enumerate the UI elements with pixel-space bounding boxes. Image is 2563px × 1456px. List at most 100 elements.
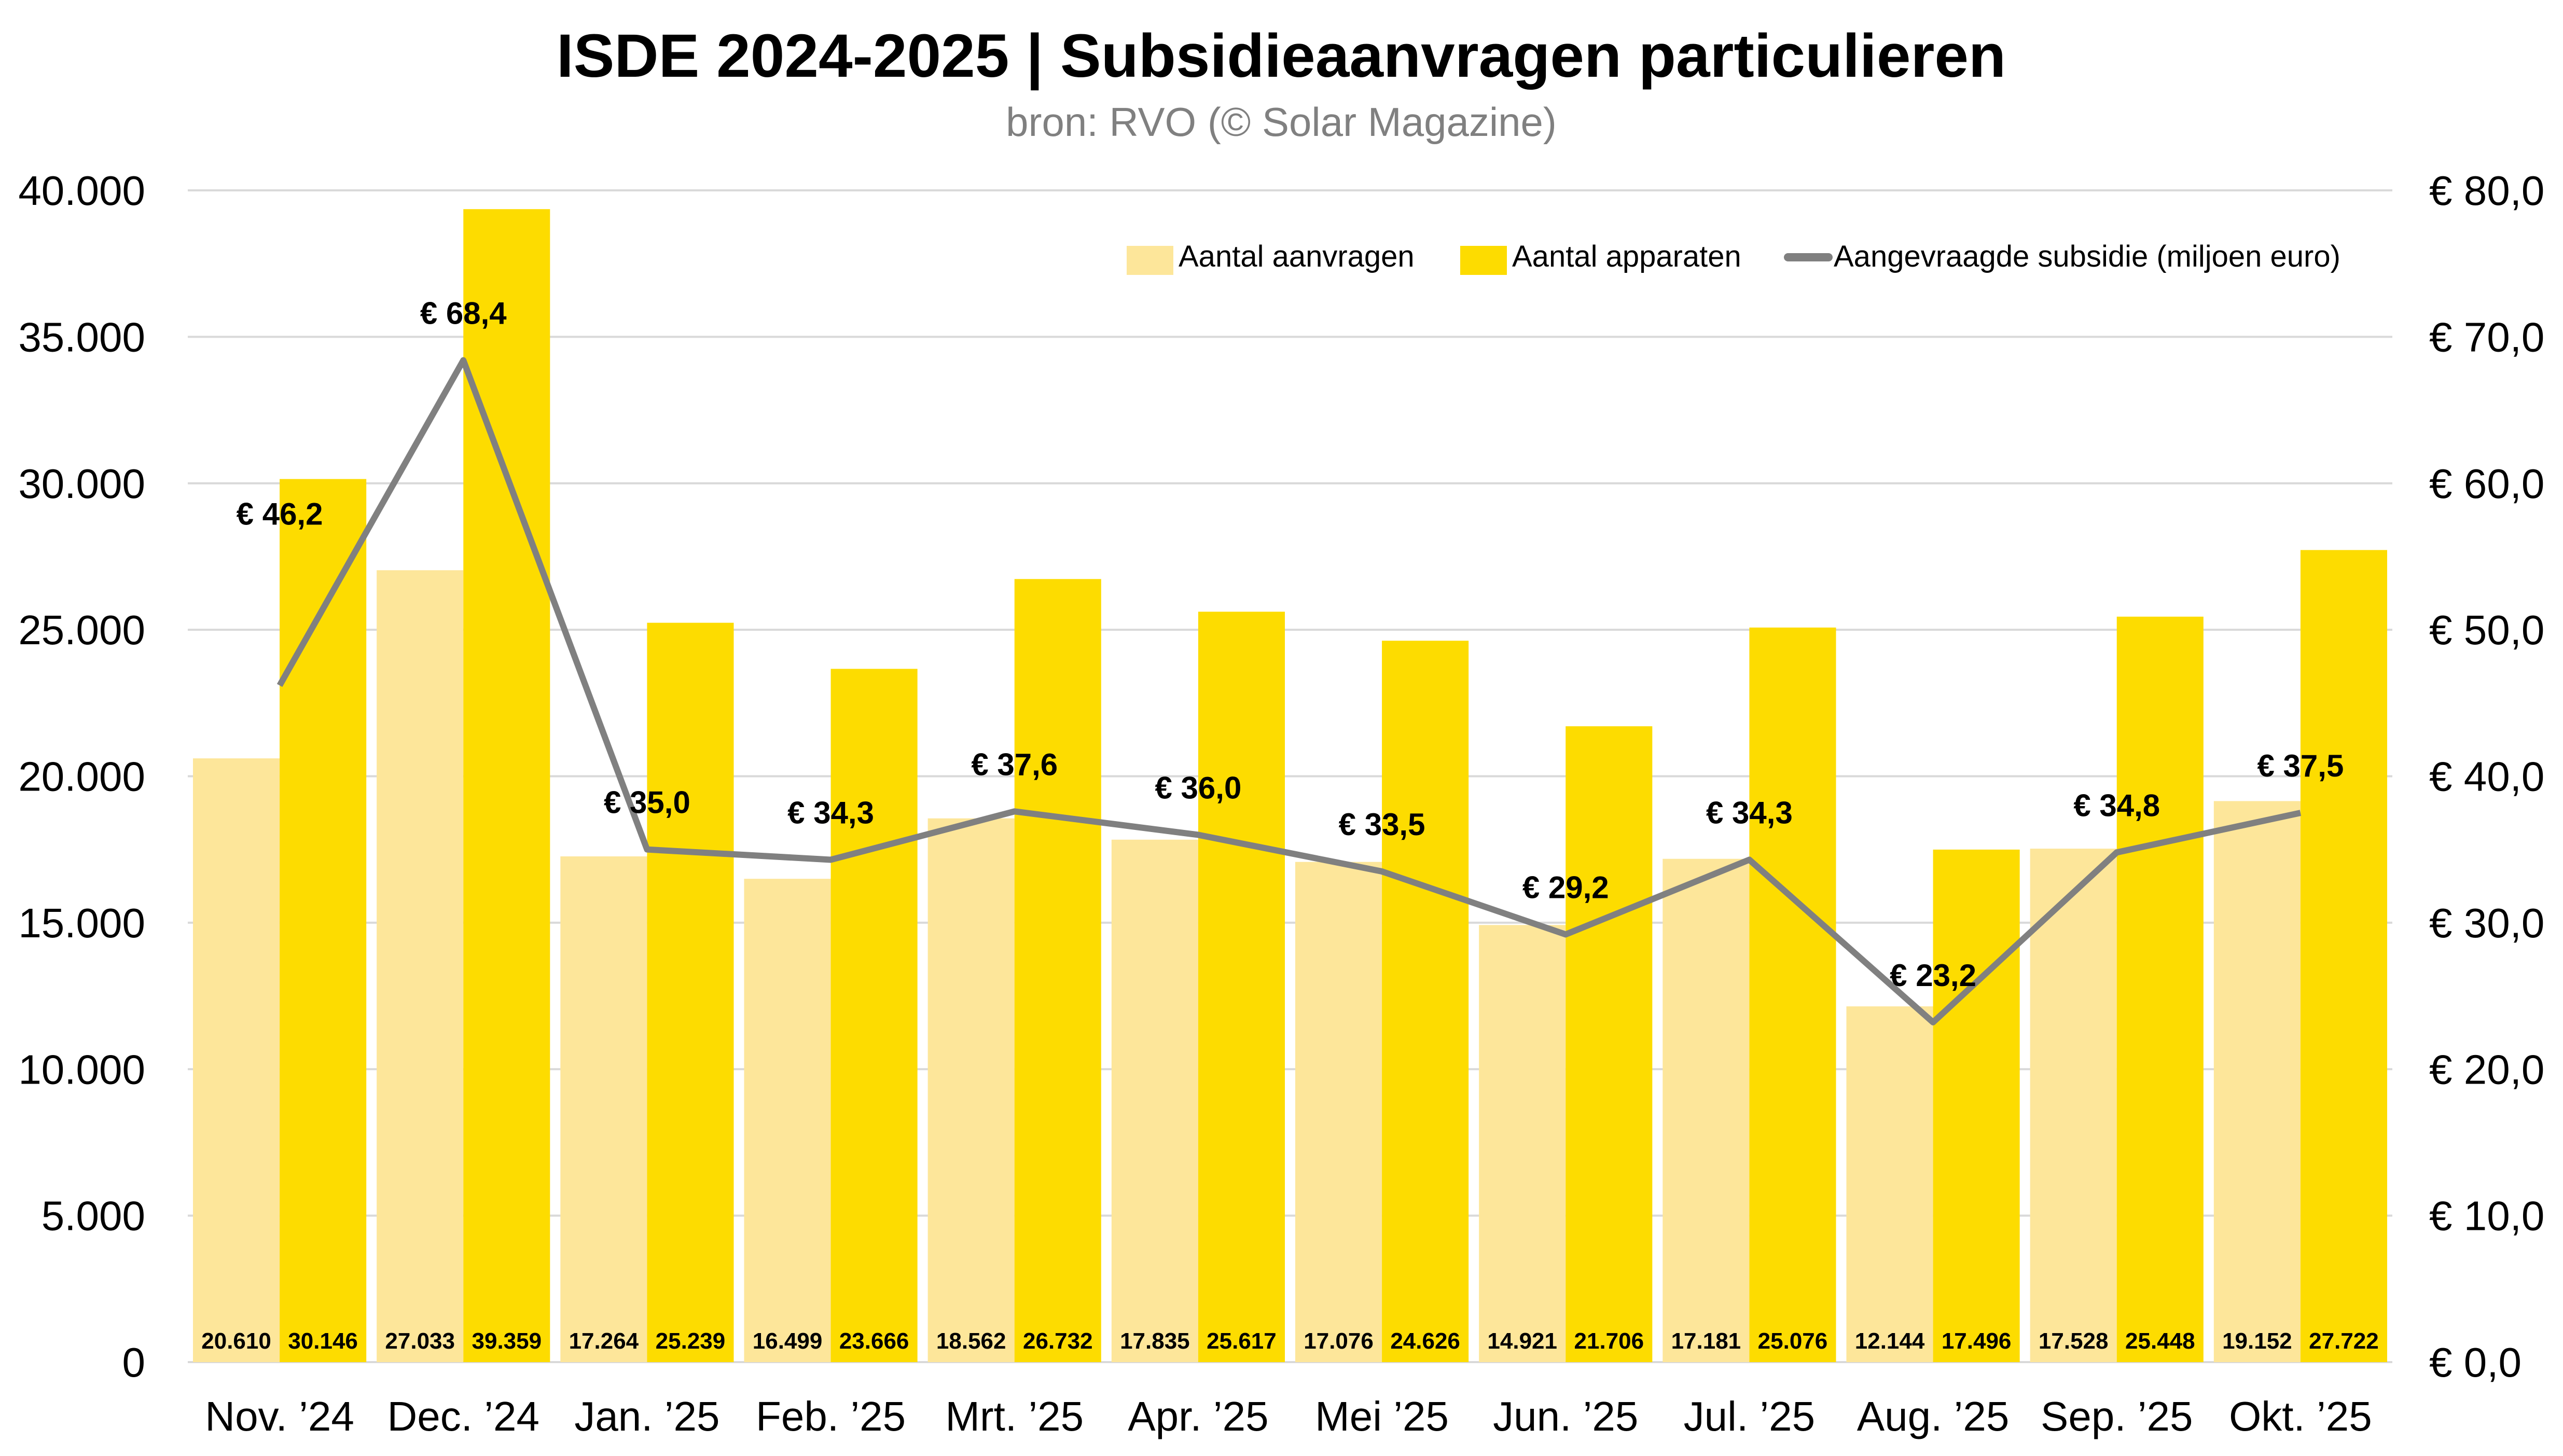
x-tick-label: Nov. ’24 <box>205 1393 354 1439</box>
x-tick-label: Okt. ’25 <box>2229 1393 2372 1439</box>
bar-data-label: 27.722 <box>2309 1328 2379 1354</box>
legend-label-aanvragen: Aantal aanvragen <box>1179 240 1415 273</box>
bar-data-label: 17.181 <box>1671 1328 1741 1354</box>
y-right-tick-label: € 70,0 <box>2429 314 2544 360</box>
x-tick-label: Feb. ’25 <box>756 1393 906 1439</box>
subsidy-data-label: € 23,2 <box>1890 958 1976 993</box>
bar-data-label: 26.732 <box>1023 1328 1093 1354</box>
legend: Aantal aanvragen Aantal apparaten Aangev… <box>1127 240 2340 275</box>
bar-data-label: 25.239 <box>656 1328 726 1354</box>
subsidy-data-label: € 37,5 <box>2257 748 2344 783</box>
x-tick-label: Jan. ’25 <box>574 1393 719 1439</box>
y-right-tick-label: € 80,0 <box>2429 168 2544 214</box>
bar-data-label: 30.146 <box>288 1328 358 1354</box>
bar-aantal-apparaten <box>1014 579 1101 1362</box>
subsidy-line-path <box>276 357 2302 1025</box>
bar-aantal-apparaten <box>830 669 918 1362</box>
bar-aantal-aanvragen <box>1111 839 1198 1362</box>
subsidy-data-label: € 34,3 <box>787 795 874 830</box>
x-tick-label: Aug. ’25 <box>1857 1393 2010 1439</box>
bar-data-label: 17.076 <box>1304 1328 1374 1354</box>
x-axis: Nov. ’24 Dec. ’24 Jan. ’25 Feb. ’25 Mrt. ’25… <box>205 1393 2372 1439</box>
subsidy-data-label: € 33,5 <box>1339 807 1425 842</box>
bar-data-label: 25.617 <box>1207 1328 1277 1354</box>
y-left-tick-label: 25.000 <box>18 607 145 653</box>
bar-aantal-apparaten <box>2300 550 2387 1362</box>
bar-aantal-aanvragen <box>927 818 1015 1362</box>
y-right-tick-label: € 20,0 <box>2429 1046 2544 1092</box>
y-left-tick-label: 35.000 <box>18 314 145 360</box>
bar-data-label: 12.144 <box>1855 1328 1925 1354</box>
y-right-tick-label: € 10,0 <box>2429 1193 2544 1239</box>
x-tick-label: Dec. ’24 <box>387 1393 539 1439</box>
bar-aantal-aanvragen <box>1663 858 1750 1362</box>
bar-aantal-aanvragen <box>1479 925 1566 1362</box>
x-tick-label: Jun. ’25 <box>1493 1393 1638 1439</box>
y-left-tick-label: 0 <box>122 1339 146 1385</box>
y-right-tick-label: € 40,0 <box>2429 754 2544 800</box>
bar-aantal-aanvragen <box>560 856 647 1362</box>
bar-aantal-aanvragen <box>2030 849 2117 1362</box>
bar-data-label: 25.076 <box>1758 1328 1828 1354</box>
bar-aantal-aanvragen <box>2213 801 2301 1362</box>
legend-label-subsidie: Aangevraagde subsidie (miljoen euro) <box>1834 240 2340 273</box>
bar-aantal-apparaten <box>1198 612 1285 1362</box>
subsidy-data-label: € 29,2 <box>1522 870 1609 905</box>
bar-aantal-apparaten <box>1749 627 1836 1362</box>
y-left-tick-label: 10.000 <box>18 1046 145 1092</box>
right-axis: € 0,0 € 10,0 € 20,0 € 30,0 € 40,0 € 50,0 € 60,… <box>2429 168 2544 1385</box>
bar-data-label: 25.448 <box>2125 1328 2195 1354</box>
subsidy-data-label: € 34,8 <box>2073 788 2160 823</box>
bar-aantal-apparaten <box>280 479 367 1362</box>
gridlines <box>188 189 2392 1363</box>
y-right-tick-label: € 0,0 <box>2429 1339 2522 1385</box>
legend-label-apparaten: Aantal apparaten <box>1512 240 1741 273</box>
y-left-tick-label: 15.000 <box>18 900 145 946</box>
subsidy-data-label: € 46,2 <box>237 496 323 531</box>
bar-aantal-aanvragen <box>1846 1006 1933 1362</box>
bar-data-label: 21.706 <box>1574 1328 1644 1354</box>
bar-aantal-apparaten <box>1382 641 1469 1362</box>
bar-data-label: 17.835 <box>1120 1328 1190 1354</box>
bar-aantal-aanvragen <box>1295 862 1382 1362</box>
subsidy-line: € 46,2 € 68,4 € 35,0 € 34,3 € 37,6 € 36,0 € 33… <box>237 296 2344 1025</box>
bar-data-label: 23.666 <box>839 1328 909 1354</box>
bars: 20.610 30.146 27.033 39.359 17.264 25.239 16.4… <box>193 209 2387 1363</box>
bar-data-label: 17.264 <box>569 1328 639 1354</box>
bar-aantal-apparaten <box>463 209 550 1363</box>
bar-data-label: 17.496 <box>1942 1328 2012 1354</box>
bar-aantal-apparaten <box>2116 616 2204 1362</box>
subsidy-data-label: € 36,0 <box>1155 770 1242 805</box>
subsidy-data-label: € 68,4 <box>420 296 507 331</box>
x-tick-label: Mrt. ’25 <box>945 1393 1084 1439</box>
subsidy-data-label: € 37,6 <box>971 747 1058 782</box>
bar-aantal-apparaten <box>647 622 734 1362</box>
x-tick-label: Sep. ’25 <box>2041 1393 2193 1439</box>
bar-data-label: 39.359 <box>472 1328 542 1354</box>
bar-data-label: 19.152 <box>2222 1328 2292 1354</box>
bar-aantal-aanvragen <box>193 758 280 1362</box>
y-right-tick-label: € 60,0 <box>2429 461 2544 507</box>
bar-data-label: 18.562 <box>936 1328 1006 1354</box>
bar-aantal-aanvragen <box>744 879 831 1362</box>
bar-data-label: 24.626 <box>1390 1328 1460 1354</box>
y-left-tick-label: 5.000 <box>41 1193 145 1239</box>
y-left-tick-label: 20.000 <box>18 754 145 800</box>
bar-data-label: 20.610 <box>201 1328 271 1354</box>
bar-data-label: 16.499 <box>753 1328 823 1354</box>
chart-subtitle: bron: RVO (© Solar Magazine) <box>1006 99 1557 145</box>
bar-data-label: 14.921 <box>1487 1328 1557 1354</box>
y-right-tick-label: € 30,0 <box>2429 900 2544 946</box>
x-tick-label: Jul. ’25 <box>1684 1393 1815 1439</box>
subsidy-data-label: € 35,0 <box>604 785 690 820</box>
bar-aantal-apparaten <box>1565 726 1653 1362</box>
bar-aantal-aanvragen <box>377 570 464 1362</box>
legend-swatch-aanvragen <box>1127 246 1173 275</box>
bar-data-label: 27.033 <box>385 1328 455 1354</box>
x-tick-label: Mei ’25 <box>1315 1393 1449 1439</box>
y-left-tick-label: 40.000 <box>18 168 145 214</box>
bar-data-label: 17.528 <box>2039 1328 2109 1354</box>
left-axis: 0 5.000 10.000 15.000 20.000 25.000 30.000 35.0… <box>18 168 145 1385</box>
bar-aantal-apparaten <box>1933 849 2020 1362</box>
